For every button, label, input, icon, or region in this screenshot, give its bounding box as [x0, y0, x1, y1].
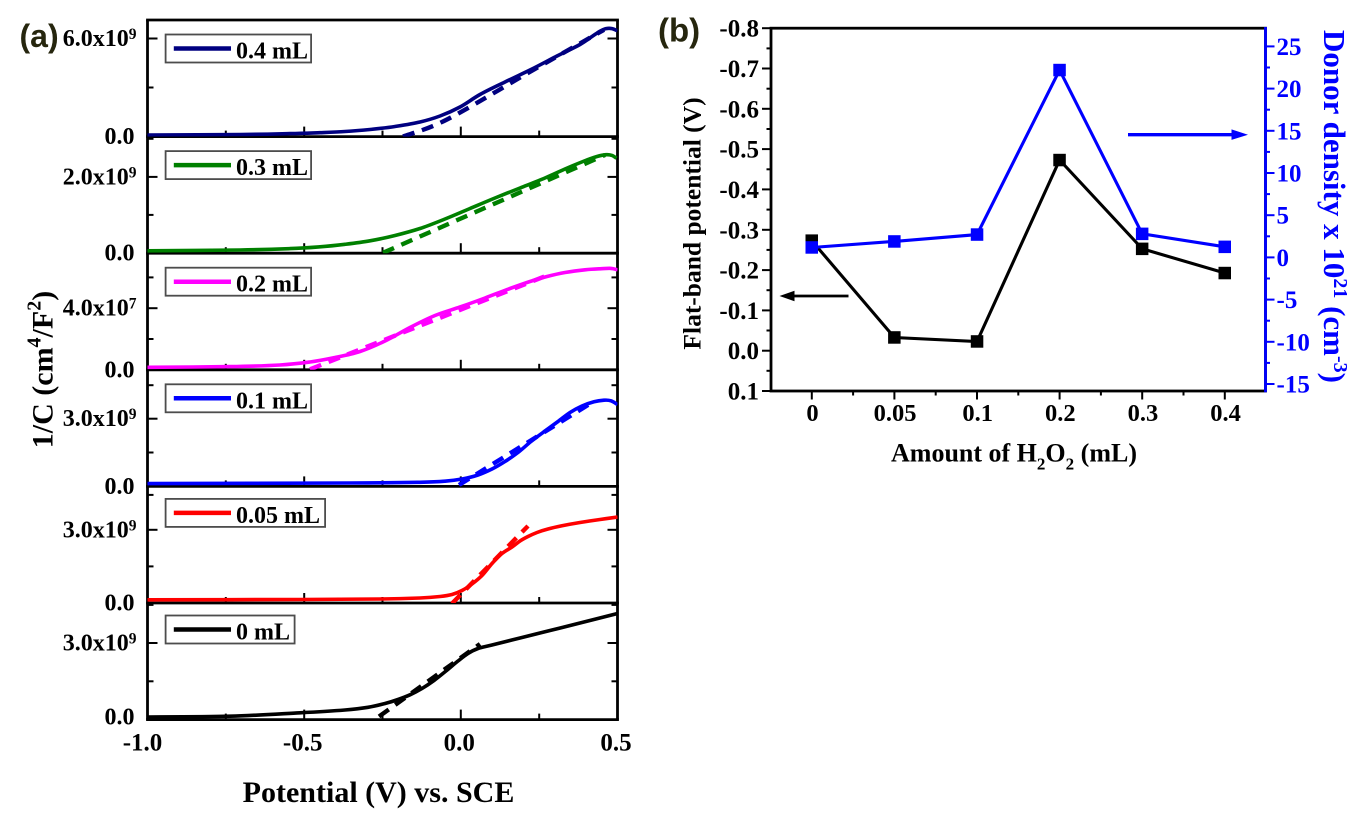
svg-text:(a): (a): [20, 18, 59, 54]
svg-text:0.4 mL: 0.4 mL: [236, 39, 308, 65]
svg-text:6.0x109: 6.0x109: [63, 26, 137, 52]
svg-text:0.0: 0.0: [105, 705, 135, 731]
svg-text:0.0: 0.0: [105, 474, 135, 500]
svg-text:0.3: 0.3: [1128, 400, 1159, 427]
svg-text:0.3 mL: 0.3 mL: [236, 155, 308, 181]
svg-text:-0.2: -0.2: [719, 258, 759, 285]
svg-text:0.0: 0.0: [105, 357, 135, 383]
svg-text:-0.3: -0.3: [719, 217, 759, 244]
svg-text:0.0: 0.0: [105, 591, 135, 617]
svg-text:0.05 mL: 0.05 mL: [236, 503, 320, 529]
svg-text:0.0: 0.0: [728, 338, 759, 365]
svg-text:-15: -15: [1277, 372, 1310, 399]
svg-text:0.05: 0.05: [874, 400, 917, 427]
svg-text:3.0x109: 3.0x109: [63, 406, 137, 432]
svg-text:3.0x109: 3.0x109: [63, 517, 137, 543]
svg-text:10: 10: [1277, 161, 1302, 188]
svg-text:-0.4: -0.4: [719, 177, 759, 204]
svg-text:0 mL: 0 mL: [236, 620, 290, 646]
svg-text:0: 0: [1277, 245, 1290, 272]
svg-text:Flat-band potential (V): Flat-band potential (V): [678, 97, 707, 349]
svg-text:-0.1: -0.1: [719, 298, 759, 325]
svg-text:3.0x109: 3.0x109: [63, 630, 137, 656]
svg-text:Donor density x 1021 (cm-3): Donor density x 1021 (cm-3): [1317, 30, 1352, 383]
svg-text:4.0x107: 4.0x107: [63, 296, 137, 322]
svg-text:2.0x109: 2.0x109: [63, 164, 137, 190]
svg-text:0.5: 0.5: [600, 730, 631, 757]
svg-text:25: 25: [1277, 34, 1302, 61]
svg-text:-0.5: -0.5: [719, 137, 759, 164]
svg-text:-0.6: -0.6: [719, 96, 759, 123]
svg-text:-0.5: -0.5: [283, 730, 323, 757]
svg-text:0.4: 0.4: [1210, 400, 1241, 427]
svg-text:0.0: 0.0: [105, 124, 135, 150]
svg-text:-5: -5: [1277, 287, 1298, 314]
svg-text:0.0: 0.0: [105, 241, 135, 267]
svg-text:-1.0: -1.0: [123, 730, 163, 757]
svg-text:-10: -10: [1277, 329, 1310, 356]
svg-text:1/C (cm4/F2): 1/C (cm4/F2): [23, 291, 60, 448]
svg-text:0.1: 0.1: [962, 400, 993, 427]
svg-text:0.1: 0.1: [728, 379, 759, 406]
svg-text:0.2: 0.2: [1045, 400, 1076, 427]
svg-text:(b): (b): [658, 12, 700, 49]
svg-text:Potential (V) vs. SCE: Potential (V) vs. SCE: [243, 776, 515, 809]
svg-text:0.1 mL: 0.1 mL: [236, 388, 308, 414]
svg-text:0: 0: [806, 400, 818, 427]
svg-text:-0.8: -0.8: [719, 16, 759, 43]
svg-text:0.2 mL: 0.2 mL: [236, 272, 308, 298]
svg-text:20: 20: [1277, 76, 1302, 103]
svg-text:0.0: 0.0: [444, 730, 475, 757]
svg-text:Amount of H2O2 (mL): Amount of H2O2 (mL): [891, 439, 1137, 474]
svg-text:-0.7: -0.7: [719, 56, 759, 83]
svg-text:15: 15: [1277, 118, 1302, 145]
svg-text:5: 5: [1277, 203, 1290, 230]
